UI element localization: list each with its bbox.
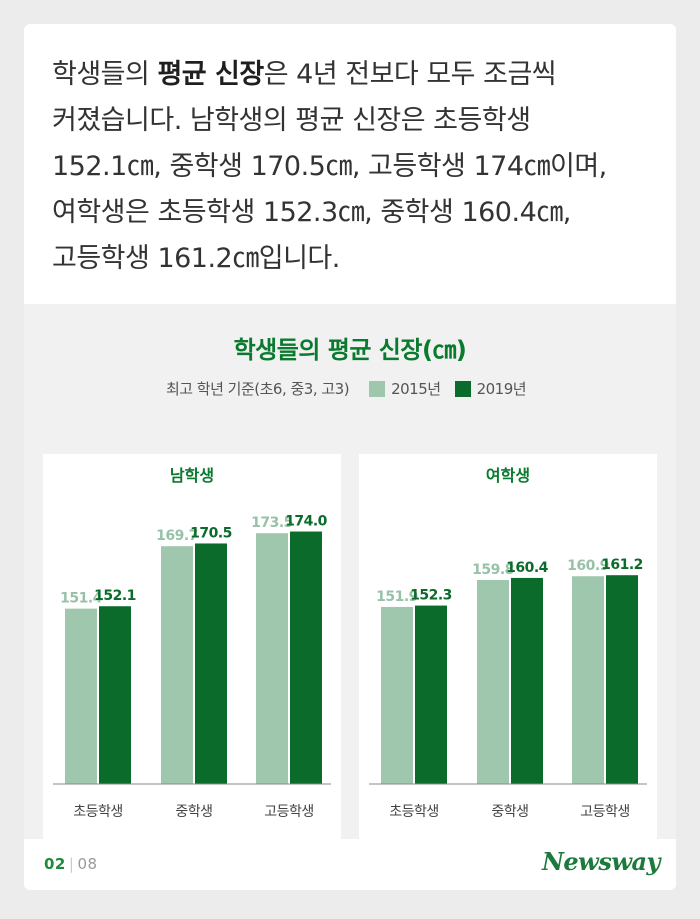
legend-label-2015: 2015년 [391,380,441,398]
category-label: 고등학생 [580,804,630,820]
legend-item-2015: 2015년 [369,378,441,399]
value-label: 174.0 [285,514,328,530]
category-label: 중학생 [491,804,528,820]
value-label: 173.5 [251,515,293,531]
bar-2015년-1 [161,546,193,784]
bar-2019년-2 [290,531,322,784]
panel-girls: 여학생 151.9 152.3 초등학생 159.8 160.4 중학생 160.9 161.2… [359,454,657,841]
intro-line-1: 학생들의 평균 신장은 4년 전보다 모두 조금씩 [52,52,652,98]
category-label: 초등학생 [389,804,439,820]
category-label: 초등학생 [73,804,123,820]
newsway-logo: Newsway [541,847,661,876]
intro-line-1-bold: 평균 신장 [157,59,264,90]
footer: 02 | 08 Newsway [24,839,676,890]
legend-note: 최고 학년 기준(초6, 중3, 고3) [165,380,350,398]
panel-title: 여학생 [486,466,530,485]
page-current: 02 [44,855,66,873]
bar-2015년-2 [572,576,604,784]
bar-2015년-0 [65,608,97,784]
value-label: 161.2 [601,557,643,573]
value-label: 169.7 [156,528,198,544]
bar-2015년-2 [256,533,288,784]
value-label: 170.5 [190,525,232,541]
intro-text: 학생들의 평균 신장은 4년 전보다 모두 조금씩 커졌습니다. 남학생의 평균… [52,52,652,282]
card: 학생들의 평균 신장은 4년 전보다 모두 조금씩 커졌습니다. 남학생의 평균… [24,24,676,890]
bar-2019년-0 [415,605,447,784]
category-label: 고등학생 [264,804,314,820]
legend-item-2019: 2019년 [454,378,527,399]
value-label: 151.9 [376,589,418,605]
legend-swatch-2015 [369,380,386,397]
intro-line-4: 여학생은 초등학생 152.3㎝, 중학생 160.4㎝, [52,197,571,228]
pager-separator: | [68,855,75,873]
intro-line-1-start: 학생들의 [52,59,158,90]
legend-swatch-2019 [454,380,471,397]
intro-line-3: 152.1㎝, 중학생 170.5㎝, 고등학생 174㎝이며, [52,151,607,182]
bar-2019년-0 [99,606,131,784]
pager: 02 | 08 [44,855,98,873]
legend-label-2019: 2019년 [476,380,527,398]
intro-line-2: 커졌습니다. 남학생의 평균 신장은 초등학생 [52,105,531,136]
value-label: 160.4 [506,560,549,576]
bar-2019년-2 [606,575,638,784]
panel-boys: 남학생 151.4 152.1 초등학생 169.7 170.5 중학생 173.5 174.0… [43,454,341,841]
intro-line-1-end: 은 4년 전보다 모두 조금씩 [263,59,557,90]
page-total: 08 [77,855,98,873]
intro-line-5: 고등학생 161.2㎝입니다. [52,243,340,274]
chart-area: 학생들의 평균 신장(㎝) 최고 학년 기준(초6, 중3, 고3) 2015년… [24,304,676,841]
value-label: 151.4 [60,591,103,607]
value-label: 160.9 [567,558,609,574]
bar-2015년-0 [381,606,413,784]
panel-title: 남학생 [170,466,214,485]
bar-2019년-1 [511,577,543,784]
value-label: 159.8 [472,562,514,578]
bar-2015년-1 [477,579,509,784]
value-label: 152.3 [410,588,452,604]
value-label: 152.1 [94,588,136,604]
bar-2019년-1 [195,543,227,784]
legend: 최고 학년 기준(초6, 중3, 고3) 2015년 2019년 [24,378,676,399]
chart-title: 학생들의 평균 신장(㎝) [233,336,467,364]
category-label: 중학생 [175,804,212,820]
